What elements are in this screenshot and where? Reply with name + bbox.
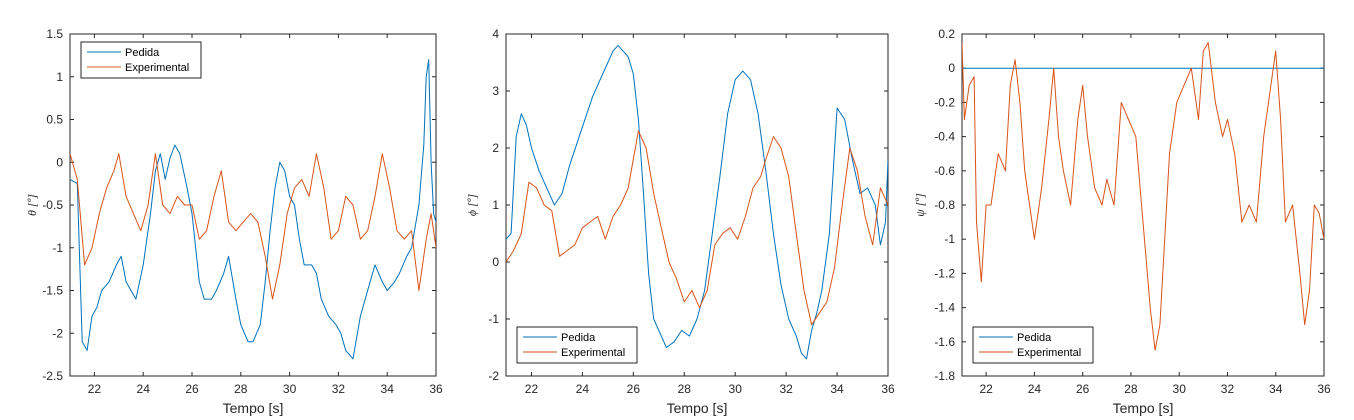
y-tick-label: -0.8 bbox=[934, 198, 955, 212]
chart-panel-3: 22 24 26 28 30 32 34 36 -1.8 -1.6 -1.4 -1.2 -1 -0.8 -0… bbox=[913, 27, 1331, 416]
y-tick-label: 0 bbox=[492, 255, 499, 269]
x-tick-label: 28 bbox=[678, 382, 692, 396]
x-tick-label: 22 bbox=[979, 382, 993, 396]
x-tick-label: 30 bbox=[1173, 382, 1187, 396]
y-tick-label: -0.5 bbox=[42, 198, 63, 212]
legend: Pedida Experimental bbox=[80, 41, 202, 79]
series-line-pedida bbox=[70, 59, 436, 360]
x-tick-label: 22 bbox=[88, 382, 102, 396]
x-tick-label: 28 bbox=[1124, 382, 1138, 396]
y-tick-label: 0.5 bbox=[46, 113, 63, 127]
x-tick-label: 26 bbox=[1076, 382, 1090, 396]
legend-box bbox=[80, 41, 202, 79]
y-tick-label: -2 bbox=[488, 369, 499, 383]
y-tick-label: 0 bbox=[948, 61, 955, 75]
y-axis-label: ψ [º] bbox=[913, 193, 927, 217]
series-line-pedida bbox=[506, 44, 888, 360]
y-tick-label: -0.6 bbox=[934, 164, 955, 178]
y-tick-label: -1.6 bbox=[934, 335, 955, 349]
series-line-experimental bbox=[962, 42, 1324, 351]
x-tick-label: 36 bbox=[429, 382, 443, 396]
legend-label: Experimental bbox=[125, 62, 189, 74]
axes-box bbox=[961, 33, 1325, 377]
axes-box bbox=[69, 33, 437, 377]
legend-label: Pedida bbox=[125, 47, 160, 59]
legend: Pedida Experimental bbox=[516, 326, 638, 364]
y-axis-label: θ [º] bbox=[25, 194, 39, 216]
x-tick-label: 24 bbox=[1028, 382, 1042, 396]
y-tick-label: -1.8 bbox=[934, 369, 955, 383]
legend-box bbox=[516, 326, 638, 364]
y-tick-label: -1.2 bbox=[934, 266, 955, 280]
series-line-experimental bbox=[70, 153, 436, 300]
x-tick-label: 26 bbox=[627, 382, 641, 396]
legend-box bbox=[972, 326, 1094, 364]
series-line-experimental bbox=[506, 130, 888, 326]
y-tick-label: 0.2 bbox=[938, 27, 955, 41]
x-axis-label: Tempo [s] bbox=[1113, 400, 1174, 416]
x-tick-label: 22 bbox=[525, 382, 539, 396]
x-tick-label: 36 bbox=[881, 382, 895, 396]
x-tick-label: 28 bbox=[234, 382, 248, 396]
y-tick-label: -1 bbox=[944, 232, 955, 246]
x-tick-label: 32 bbox=[779, 382, 793, 396]
x-tick-label: 30 bbox=[729, 382, 743, 396]
x-tick-label: 24 bbox=[137, 382, 151, 396]
legend-label: Experimental bbox=[561, 347, 625, 359]
y-tick-label: 1 bbox=[492, 198, 499, 212]
y-tick-label: 2 bbox=[492, 141, 499, 155]
x-tick-label: 26 bbox=[185, 382, 199, 396]
x-tick-label: 30 bbox=[283, 382, 297, 396]
y-tick-label: 1 bbox=[56, 70, 63, 84]
y-tick-label: -2 bbox=[52, 326, 63, 340]
x-axis-label: Tempo [s] bbox=[223, 400, 284, 416]
x-tick-label: 36 bbox=[1317, 382, 1331, 396]
legend-label: Pedida bbox=[561, 332, 596, 344]
x-tick-label: 34 bbox=[830, 382, 844, 396]
y-tick-label: -2.5 bbox=[42, 369, 63, 383]
y-tick-label: -1.5 bbox=[42, 284, 63, 298]
x-tick-label: 32 bbox=[332, 382, 346, 396]
y-tick-label: 1.5 bbox=[46, 27, 63, 41]
legend: Pedida Experimental bbox=[972, 326, 1094, 364]
y-axis-label: ϕ [º] bbox=[465, 194, 479, 217]
y-tick-label: -1 bbox=[488, 312, 499, 326]
x-tick-label: 34 bbox=[381, 382, 395, 396]
legend-label: Experimental bbox=[1017, 347, 1081, 359]
y-tick-label: -0.4 bbox=[934, 130, 955, 144]
x-tick-label: 32 bbox=[1221, 382, 1235, 396]
y-tick-label: -0.2 bbox=[934, 95, 955, 109]
chart-panel-1: 22 24 26 28 30 32 34 36 -2.5 -2 -1.5 -1 -0.5 0 0.5 1 1.5… bbox=[25, 27, 443, 416]
legend-label: Pedida bbox=[1017, 332, 1052, 344]
x-tick-label: 34 bbox=[1269, 382, 1283, 396]
y-tick-label: 3 bbox=[492, 84, 499, 98]
x-axis-label: Tempo [s] bbox=[667, 400, 728, 416]
y-tick-label: 4 bbox=[492, 27, 499, 41]
x-tick-label: 24 bbox=[576, 382, 590, 396]
y-tick-label: 0 bbox=[56, 155, 63, 169]
y-tick-label: -1.4 bbox=[934, 301, 955, 315]
y-tick-label: -1 bbox=[52, 241, 63, 255]
